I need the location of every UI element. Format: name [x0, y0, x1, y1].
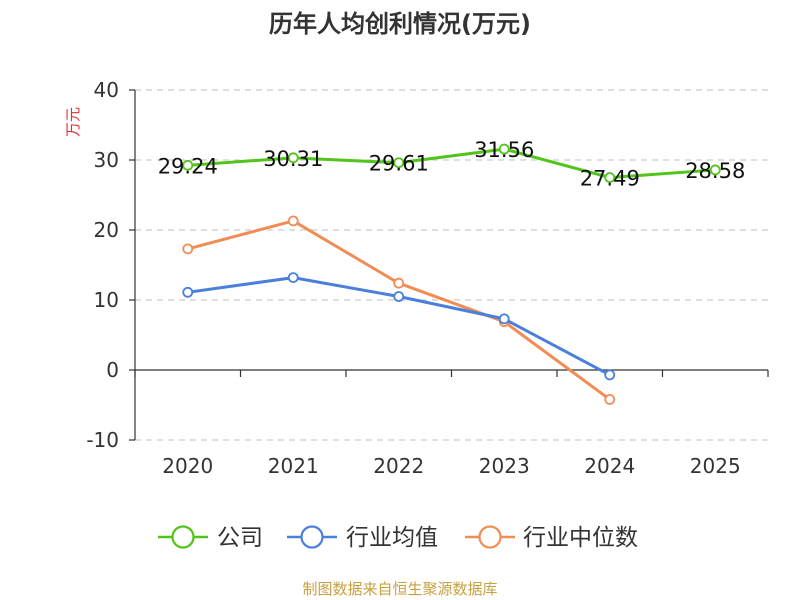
y-tick-labels: 40 30 20 10 0 -10 — [86, 78, 119, 452]
chart-title: 历年人均创利情况(万元) — [269, 10, 531, 38]
legend-label: 行业中位数 — [523, 525, 638, 551]
series-line — [187, 219, 611, 401]
series-1 — [182, 272, 616, 381]
data-point[interactable] — [604, 369, 616, 381]
data-labels: 29.24 30.31 29.61 31.56 27.49 28.58 — [158, 138, 746, 190]
x-tick-label: 2022 — [373, 454, 424, 478]
data-label: 29.24 — [158, 154, 218, 178]
y-tick-label: 0 — [106, 358, 119, 382]
legend-item-0[interactable]: 公司 — [158, 525, 263, 551]
y-tick-label: 40 — [94, 78, 119, 102]
y-tick-label: 10 — [94, 288, 119, 312]
y-axis-unit-label: 万元 — [64, 107, 82, 137]
y-tick-label: 20 — [94, 218, 119, 242]
data-label: 30.31 — [263, 147, 323, 171]
x-tick-label: 2020 — [162, 454, 213, 478]
x-tick-label: 2021 — [268, 454, 319, 478]
data-point[interactable] — [393, 291, 405, 302]
x-tick-label: 2025 — [690, 454, 741, 478]
data-point[interactable] — [182, 243, 194, 255]
legend-marker — [478, 525, 502, 549]
data-point[interactable] — [287, 152, 299, 164]
legend-item-1[interactable]: 行业均值 — [287, 525, 438, 551]
data-point[interactable] — [498, 143, 510, 155]
grid-lines — [135, 89, 768, 441]
legend[interactable]: 公司 行业均值 行业中位数 — [158, 525, 638, 551]
legend-label: 公司 — [217, 525, 263, 551]
series-line — [187, 147, 716, 180]
x-tick-labels: 2020 2021 2022 2023 2024 2025 — [162, 454, 740, 478]
data-point[interactable] — [287, 215, 299, 227]
data-point[interactable] — [709, 164, 721, 176]
legend-label: 行业均值 — [346, 525, 438, 551]
series — [182, 143, 721, 405]
data-label: 31.56 — [474, 138, 534, 162]
data-point[interactable] — [604, 393, 616, 405]
data-point[interactable] — [604, 172, 616, 183]
data-point[interactable] — [498, 313, 510, 325]
legend-marker — [171, 525, 195, 549]
axes — [129, 89, 769, 441]
source-note: 制图数据来自恒生聚源数据库 — [302, 580, 497, 598]
data-label: 27.49 — [580, 167, 640, 191]
data-point[interactable] — [287, 272, 299, 284]
legend-marker — [300, 525, 324, 549]
x-tick-label: 2024 — [584, 454, 635, 478]
x-tick-label: 2023 — [479, 454, 530, 478]
data-point[interactable] — [393, 157, 405, 169]
y-tick-label: -10 — [86, 428, 119, 452]
data-point[interactable] — [182, 159, 194, 171]
legend-item-2[interactable]: 行业中位数 — [465, 525, 638, 551]
series-0 — [182, 143, 721, 183]
data-point[interactable] — [182, 286, 194, 298]
data-label: 29.61 — [369, 152, 429, 176]
series-2 — [182, 215, 616, 405]
data-label: 28.58 — [685, 159, 745, 183]
y-tick-label: 30 — [94, 148, 119, 172]
data-point[interactable] — [393, 277, 405, 289]
